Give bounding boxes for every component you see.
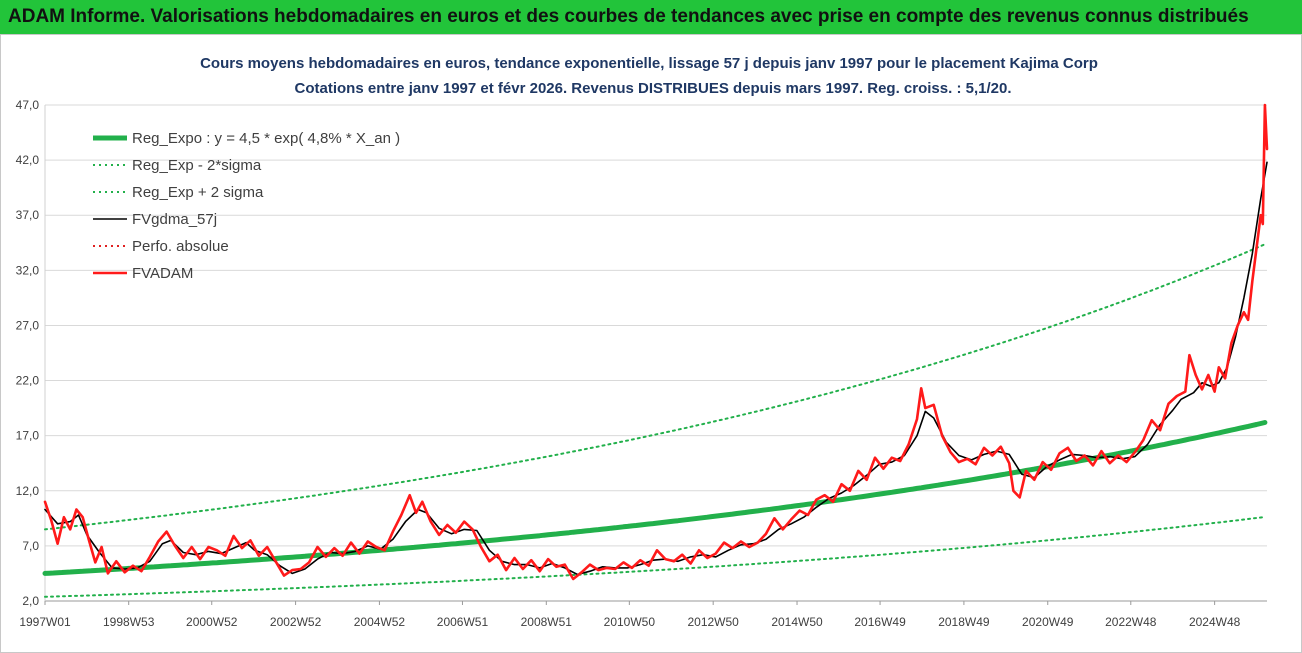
legend-entry: FVgdma_57j [132, 211, 217, 228]
legend-entry: Reg_Exp + 2 sigma [132, 184, 264, 201]
x-tick-label: 2006W51 [437, 615, 489, 629]
y-tick-label: 47,0 [16, 98, 40, 112]
x-tick-label: 2000W52 [186, 615, 238, 629]
series-line-2 [44, 243, 1266, 531]
legend: Reg_Expo : y = 4,5 * exp( 4,8% * X_an ) R… [93, 130, 400, 282]
x-tick-label: 2024W48 [1189, 615, 1241, 629]
report-title: ADAM Informe. Valorisations hebdomadaire… [8, 6, 1249, 27]
series-line-3 [44, 161, 1268, 576]
chart: Cours moyens hebdomadaires en euros, ten… [16, 55, 1269, 629]
axes: 2,0 7,0 12,0 17,0 22,0 27,0 32,0 37,0 42,0 47,0 19… [16, 98, 1267, 629]
y-tick-label: 32,0 [16, 263, 40, 277]
x-tick-label: 2002W52 [270, 615, 322, 629]
y-tick-label: 37,0 [16, 208, 40, 222]
x-tick-label: 1998W53 [103, 615, 155, 629]
grid [45, 104, 1267, 547]
series-lines [42, 103, 1269, 598]
series-line-0 [42, 420, 1268, 576]
legend-entry: Perfo. absolue [132, 238, 229, 255]
y-tick-label: 12,0 [16, 484, 40, 498]
y-tick-label: 22,0 [16, 374, 40, 388]
y-tick-label: 7,0 [22, 539, 39, 553]
x-tick-label: 2022W48 [1105, 615, 1157, 629]
x-tick-label: 2018W49 [938, 615, 990, 629]
x-tick-label: 2012W50 [687, 615, 739, 629]
x-tick-label: 2010W50 [604, 615, 656, 629]
y-tick-label: 27,0 [16, 318, 40, 332]
legend-entry: Reg_Expo : y = 4,5 * exp( 4,8% * X_an ) [132, 130, 400, 147]
chart-frame: Cours moyens hebdomadaires en euros, ten… [0, 34, 1302, 653]
series-line-1 [44, 516, 1266, 598]
x-tick-label: 2016W49 [854, 615, 906, 629]
y-tick-label: 2,0 [22, 594, 39, 608]
x-tick-label: 1997W01 [19, 615, 71, 629]
x-tick-label: 2014W50 [771, 615, 823, 629]
report-banner: ADAM Informe. Valorisations hebdomadaire… [0, 0, 1302, 34]
y-tick-label: 17,0 [16, 429, 40, 443]
chart-subtitle: Cotations entre janv 1997 et févr 2026. … [295, 80, 1012, 97]
x-tick-label: 2004W52 [354, 615, 406, 629]
y-tick-label: 42,0 [16, 153, 40, 167]
legend-entry: FVADAM [132, 265, 193, 282]
chart-title: Cours moyens hebdomadaires en euros, ten… [200, 55, 1098, 72]
x-tick-label: 2020W49 [1022, 615, 1074, 629]
legend-entry: Reg_Exp - 2*sigma [132, 157, 262, 174]
series-line-5 [43, 103, 1269, 581]
x-tick-label: 2008W51 [521, 615, 573, 629]
